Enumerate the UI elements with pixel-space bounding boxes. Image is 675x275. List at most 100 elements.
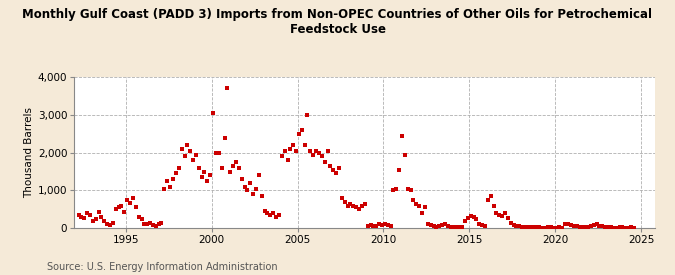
Point — [540, 226, 551, 230]
Point — [451, 225, 462, 230]
Point — [405, 188, 416, 192]
Point — [185, 148, 196, 153]
Point — [182, 143, 192, 147]
Point — [299, 143, 310, 147]
Point — [423, 222, 433, 227]
Point — [471, 217, 482, 221]
Point — [612, 226, 622, 230]
Point — [396, 133, 407, 138]
Point — [102, 222, 113, 227]
Point — [488, 203, 499, 208]
Point — [605, 225, 616, 230]
Point — [348, 203, 358, 208]
Point — [362, 224, 373, 229]
Point — [331, 171, 342, 176]
Point — [617, 225, 628, 230]
Point — [227, 164, 238, 168]
Text: Monthly Gulf Coast (PADD 3) Imports from Non-OPEC Countries of Other Oils for Pe: Monthly Gulf Coast (PADD 3) Imports from… — [22, 8, 653, 36]
Point — [190, 152, 201, 157]
Point — [294, 131, 304, 136]
Point — [377, 223, 387, 227]
Point — [314, 150, 325, 155]
Point — [256, 194, 267, 198]
Point — [491, 211, 502, 215]
Point — [368, 224, 379, 228]
Point — [105, 223, 115, 227]
Point — [322, 148, 333, 153]
Point — [165, 185, 176, 189]
Point — [162, 179, 173, 183]
Point — [374, 222, 385, 227]
Point — [276, 154, 287, 159]
Point — [497, 214, 508, 218]
Point — [79, 216, 90, 220]
Point — [151, 224, 161, 228]
Point — [179, 154, 190, 159]
Point — [402, 186, 413, 191]
Point — [566, 223, 576, 227]
Point — [628, 226, 639, 230]
Point — [457, 225, 468, 229]
Point — [371, 223, 381, 228]
Point — [317, 154, 327, 159]
Point — [446, 224, 456, 229]
Point — [113, 205, 124, 210]
Point — [250, 186, 261, 191]
Point — [336, 196, 347, 200]
Point — [173, 166, 184, 170]
Point — [96, 215, 107, 219]
Point — [130, 205, 141, 210]
Point — [608, 226, 619, 230]
Point — [454, 225, 464, 230]
Point — [514, 224, 525, 229]
Point — [525, 225, 536, 229]
Point — [296, 128, 307, 132]
Point — [557, 226, 568, 230]
Y-axis label: Thousand Barrels: Thousand Barrels — [24, 107, 34, 198]
Point — [111, 207, 122, 211]
Point — [248, 192, 259, 196]
Point — [136, 217, 147, 221]
Point — [242, 188, 252, 192]
Point — [236, 177, 247, 181]
Point — [416, 211, 427, 215]
Point — [342, 203, 353, 208]
Point — [439, 222, 450, 227]
Point — [193, 166, 204, 170]
Point — [133, 215, 144, 219]
Point — [589, 223, 599, 227]
Point — [520, 225, 531, 229]
Point — [551, 226, 562, 230]
Point — [208, 111, 219, 115]
Point — [216, 166, 227, 170]
Point — [560, 222, 570, 227]
Point — [574, 224, 585, 229]
Point — [153, 222, 164, 227]
Point — [434, 224, 445, 229]
Point — [239, 185, 250, 189]
Point — [448, 225, 459, 229]
Point — [414, 203, 425, 208]
Point — [460, 218, 470, 223]
Point — [537, 226, 547, 230]
Point — [291, 148, 302, 153]
Point — [262, 211, 273, 215]
Point — [128, 196, 138, 200]
Point — [534, 225, 545, 230]
Point — [188, 158, 198, 162]
Point — [425, 223, 436, 227]
Point — [171, 171, 182, 176]
Point — [213, 150, 224, 155]
Point — [119, 210, 130, 214]
Point — [202, 179, 213, 183]
Point — [468, 215, 479, 219]
Point — [196, 175, 207, 179]
Point — [205, 173, 216, 178]
Point — [594, 224, 605, 228]
Point — [585, 224, 596, 229]
Point — [325, 164, 336, 168]
Point — [308, 152, 319, 157]
Point — [116, 203, 127, 208]
Point — [508, 223, 519, 227]
Point — [82, 211, 92, 215]
